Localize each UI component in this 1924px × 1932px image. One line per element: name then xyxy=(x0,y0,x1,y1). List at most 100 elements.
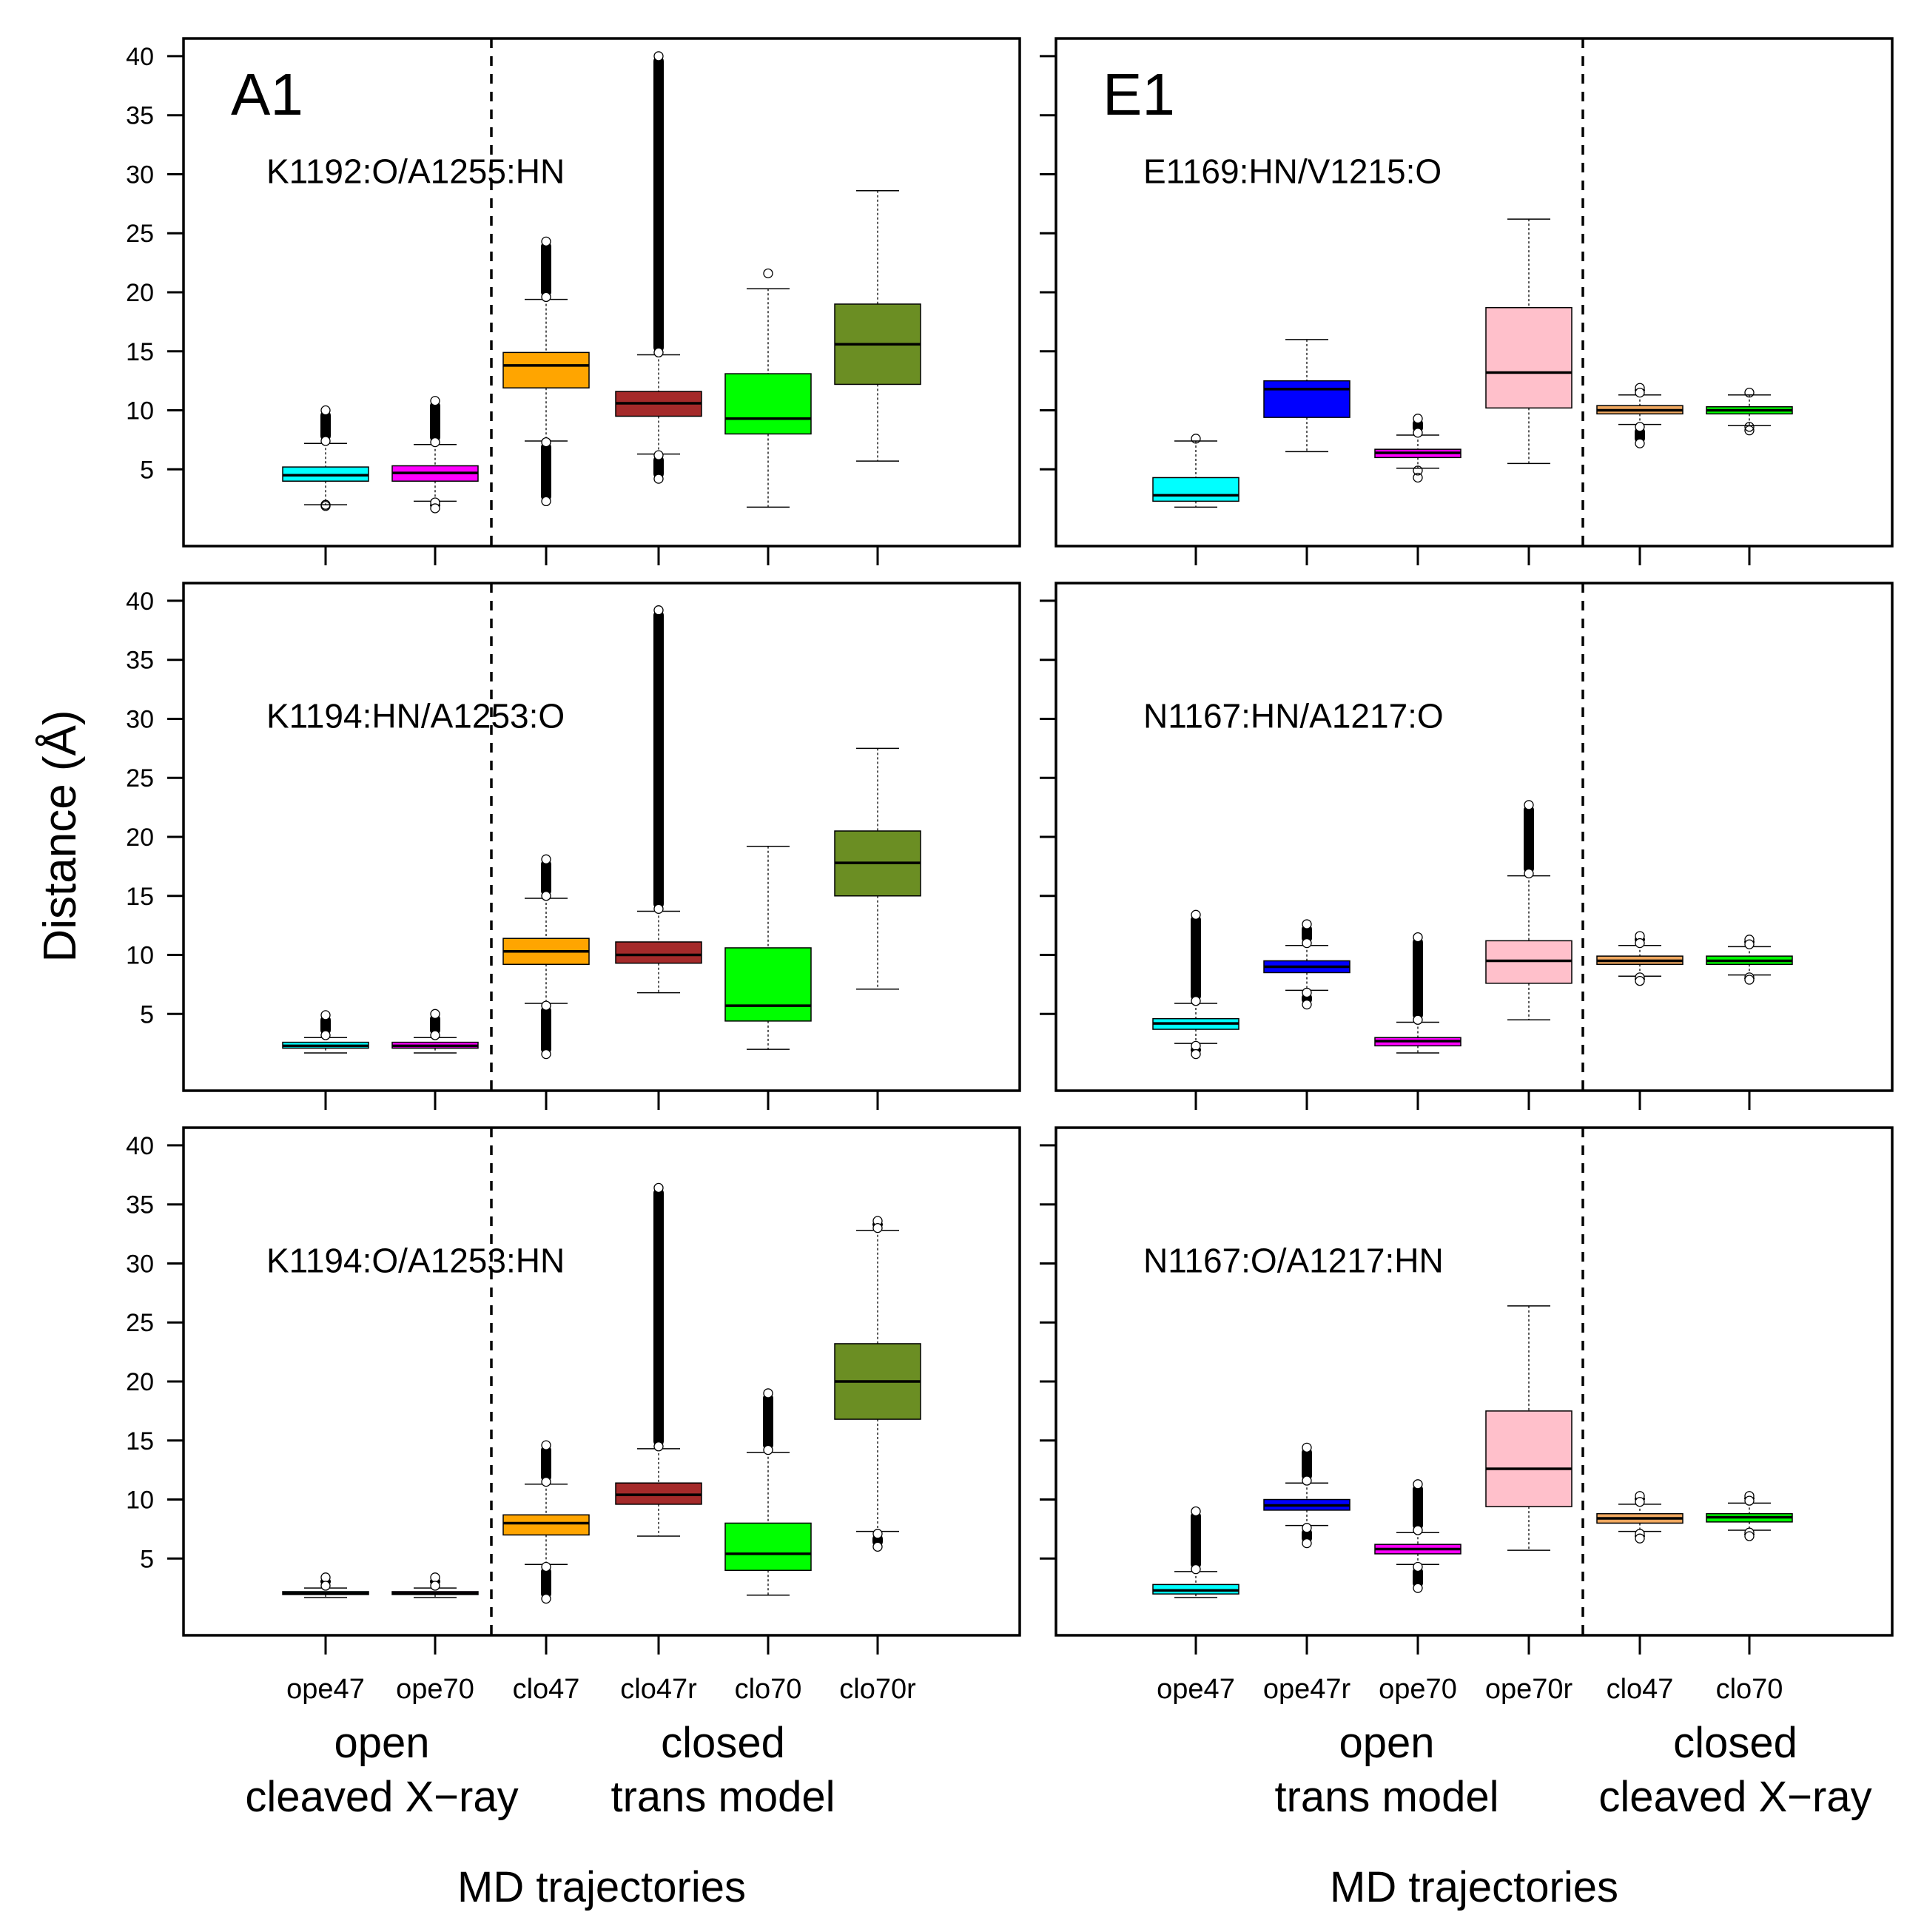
outlier xyxy=(1413,1479,1423,1490)
y-tick-label: 5 xyxy=(140,456,154,484)
upper-outliers-dense-band xyxy=(653,610,664,909)
y-tick-label: 5 xyxy=(140,1545,154,1573)
x-category-label: ope70 xyxy=(1379,1674,1457,1705)
x-category-label: clo70 xyxy=(735,1674,802,1705)
outlier xyxy=(430,1030,440,1040)
y-tick-label: 30 xyxy=(126,161,154,189)
box-ope70r xyxy=(1485,800,1572,1021)
outlier xyxy=(763,268,773,279)
outlier xyxy=(541,292,551,303)
outlier xyxy=(1413,414,1423,424)
outlier xyxy=(653,1441,664,1452)
outlier xyxy=(1413,1014,1423,1025)
outlier xyxy=(430,503,440,514)
y-axis-label: Distance (Å) xyxy=(35,710,86,962)
box-clo47r xyxy=(615,605,702,994)
box-body xyxy=(1263,380,1350,418)
panel-label-e1: E1 xyxy=(1103,61,1175,127)
outlier xyxy=(541,854,551,864)
outlier xyxy=(872,1222,883,1233)
y-tick-label: 15 xyxy=(126,338,154,366)
box-ope47r xyxy=(1263,339,1350,453)
upper-outliers-dense-band xyxy=(541,1445,551,1482)
outlier xyxy=(1191,1049,1201,1060)
box-clo47 xyxy=(502,854,590,1060)
outlier xyxy=(1744,1495,1755,1506)
x-category-label: clo47r xyxy=(620,1674,697,1705)
outlier xyxy=(1191,434,1201,444)
outlier xyxy=(320,1581,331,1591)
outlier xyxy=(1744,425,1755,436)
panel-2-1: N1167:O/A1217:HN ope47 ope47r ope70 ope70r cl… xyxy=(1040,1126,1894,1705)
upper-outliers-dense-band xyxy=(653,55,664,353)
group-label-a1-closed-line2: trans model xyxy=(610,1773,835,1821)
upper-outliers-dense-band xyxy=(320,410,331,442)
box-clo47r xyxy=(615,51,702,484)
box-clo47 xyxy=(1596,383,1684,448)
outlier xyxy=(1191,1564,1201,1575)
group-label-a1-closed-line1: closed xyxy=(661,1719,785,1767)
outlier xyxy=(1302,919,1312,929)
outlier xyxy=(1524,800,1534,810)
outlier xyxy=(430,437,440,448)
outlier xyxy=(1413,1525,1423,1535)
box-ope47 xyxy=(282,1572,369,1598)
group-label-e1-closed-line1: closed xyxy=(1673,1719,1797,1767)
y-tick-label: 25 xyxy=(126,220,154,248)
group-label-a1-open-line2: cleaved X−ray xyxy=(245,1773,518,1821)
y-tick-label: 30 xyxy=(126,705,154,733)
y-tick-label: 30 xyxy=(126,1250,154,1278)
outlier xyxy=(1302,1442,1312,1453)
box-ope47r xyxy=(1263,919,1350,1010)
upper-outliers-dense-band xyxy=(541,241,551,297)
panel-title: K1192:O/A1255:HN xyxy=(266,152,565,190)
outlier xyxy=(1744,1531,1755,1541)
box-clo70r xyxy=(834,747,921,990)
outlier xyxy=(320,405,331,416)
outlier xyxy=(1191,1040,1201,1051)
outlier xyxy=(1302,1475,1312,1486)
box-ope70 xyxy=(391,396,479,514)
box-ope70r xyxy=(1485,1305,1572,1551)
outlier xyxy=(1413,472,1423,483)
upper-outliers-dense-band xyxy=(1413,1484,1423,1531)
outlier xyxy=(430,1581,440,1591)
outlier xyxy=(1635,938,1645,949)
y-tick-label: 40 xyxy=(126,588,154,616)
outlier xyxy=(763,1388,773,1398)
panel-title: E1169:HN/V1215:O xyxy=(1143,152,1442,190)
x-axis-label-e1: MD trajectories xyxy=(1330,1863,1618,1911)
outlier xyxy=(320,1010,331,1020)
x-category-label: ope70 xyxy=(396,1674,474,1705)
outlier xyxy=(653,605,664,616)
x-axis-label-a1: MD trajectories xyxy=(457,1863,746,1911)
outlier xyxy=(1302,938,1312,949)
x-category-label: clo47 xyxy=(1607,1674,1674,1705)
box-body xyxy=(615,941,702,964)
outlier xyxy=(1191,909,1201,920)
panel-0-0: 5 10 15 20 25 30 35 40 K1192:O/A1255:HN xyxy=(126,37,1021,565)
y-tick-label: 20 xyxy=(126,1368,154,1396)
outlier xyxy=(653,51,664,61)
panel-title: K1194:O/A1253:HN xyxy=(266,1241,565,1279)
box-ope47 xyxy=(282,405,369,511)
outlier xyxy=(1635,1497,1645,1507)
outlier xyxy=(1302,1523,1312,1533)
outlier xyxy=(1413,465,1423,476)
box-clo47 xyxy=(502,1440,590,1604)
x-category-label: ope47 xyxy=(286,1674,365,1705)
y-tick-label: 35 xyxy=(126,1191,154,1219)
y-tick-label: 10 xyxy=(126,1487,154,1515)
box-clo70 xyxy=(724,268,812,508)
box-ope47 xyxy=(282,1010,369,1054)
box-ope47 xyxy=(1152,909,1240,1060)
outlier xyxy=(541,891,551,901)
panel-label-a1: A1 xyxy=(231,61,303,127)
upper-outliers-dense-band xyxy=(1413,937,1423,1020)
box-ope70 xyxy=(391,1009,479,1054)
outlier xyxy=(1635,1533,1645,1544)
panel-1-1: N1167:HN/A1217:O xyxy=(1040,582,1894,1110)
outlier xyxy=(763,1444,773,1455)
outlier xyxy=(320,436,331,446)
outlier xyxy=(430,1572,440,1583)
